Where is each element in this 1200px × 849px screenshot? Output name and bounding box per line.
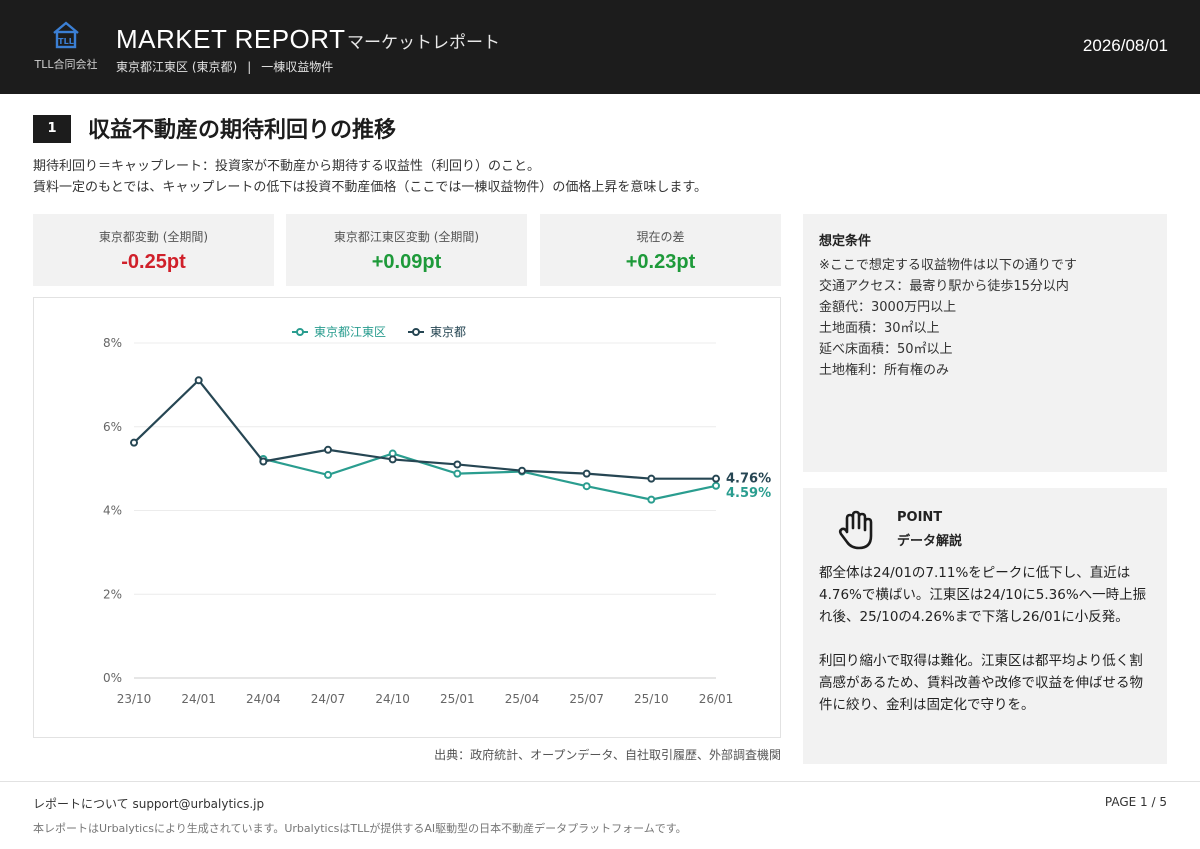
data-point	[324, 470, 332, 479]
x-tick-label: 24/04	[246, 692, 281, 706]
data-point	[259, 457, 268, 466]
conditions-panel: 想定条件 ※ここで想定する収益物件は以下の通りです 交通アクセス：最寄り駅から徒…	[803, 214, 1167, 472]
property-type-label: 一棟収益物件	[261, 60, 334, 74]
stat-value: +0.23pt	[625, 251, 696, 273]
point-panel: POINT データ解説 都全体は24/01の7.11%をピークに低下し、直近は4…	[803, 488, 1167, 764]
x-tick-label: 24/07	[311, 692, 346, 706]
line-chart: 0% 2% 4% 6% 8% 23/10 24/01 24/04 24/07 24/10 25/01…	[103, 325, 771, 706]
stat-card-diff: 現在の差 +0.23pt	[540, 214, 781, 286]
section-title: 収益不動産の期待利回りの推移	[88, 118, 397, 143]
data-point	[388, 455, 397, 464]
data-point	[712, 474, 720, 483]
section-number: 1	[33, 115, 71, 143]
company-logo: TLL TLL合同会社	[30, 20, 102, 72]
condition-line: 土地権利：所有権のみ	[819, 363, 950, 378]
stat-label: 現在の差	[636, 230, 685, 244]
report-date: 2026/08/01	[1082, 36, 1168, 55]
y-tick-label: 4%	[103, 504, 122, 518]
series-line	[133, 378, 716, 480]
stat-label: 東京都変動 (全期間)	[98, 230, 209, 244]
point-subtitle: データ解説	[897, 534, 963, 549]
report-title-jp: マーケットレポート	[347, 33, 500, 53]
condition-line: 土地面積：30㎡以上	[819, 321, 940, 336]
description-line: 期待利回り＝キャップレート：投資家が不動産から期待する収益性（利回り）のこと。	[33, 159, 541, 174]
stat-value: -0.25pt	[121, 251, 186, 273]
data-point	[518, 466, 526, 475]
y-tick-label: 0%	[103, 671, 122, 685]
legend-label: 東京都	[430, 325, 466, 339]
section-description: 期待利回り＝キャップレート：投資家が不動産から期待する収益性（利回り）のこと。 …	[33, 156, 707, 198]
stat-card-koto: 東京都江東区変動 (全期間) +0.09pt	[286, 214, 527, 286]
company-name: TLL合同会社	[34, 58, 98, 71]
x-tick-label: 25/01	[440, 692, 475, 706]
y-tick-label: 2%	[103, 587, 122, 601]
stat-card-tokyo: 東京都変動 (全期間) -0.25pt	[33, 214, 274, 286]
data-point	[453, 460, 462, 469]
footer-contact: レポートについて support@urbalytics.jp	[33, 797, 265, 811]
legend-marker	[412, 328, 420, 336]
x-tick-label: 23/10	[117, 692, 152, 706]
footer-note: 本レポートはUrbalyticsにより生成されています。UrbalyticsはT…	[33, 822, 687, 835]
x-tick-label: 25/10	[634, 692, 669, 706]
stat-label: 東京都江東区変動 (全期間)	[333, 230, 480, 244]
data-point	[453, 469, 462, 478]
hand-icon	[838, 510, 873, 550]
condition-line: 交通アクセス：最寄り駅から徒歩15分以内	[819, 279, 1069, 294]
house-logo-icon: TLL	[53, 21, 79, 49]
conditions-title: 想定条件	[819, 234, 872, 249]
data-point	[582, 482, 591, 491]
data-point	[130, 438, 138, 447]
data-point	[324, 445, 332, 454]
svg-text:TLL: TLL	[58, 37, 74, 46]
point-paragraph: 都全体は24/01の7.11%をピークに低下し、直近は4.76%で横ばい。江東区…	[819, 565, 1147, 625]
data-point	[712, 481, 720, 490]
condition-line: ※ここで想定する収益物件は以下の通りです	[819, 258, 1077, 273]
data-point	[582, 469, 591, 478]
data-point	[647, 495, 656, 504]
end-value-label: 4.76%	[726, 472, 771, 487]
subtitle-separator: |	[247, 60, 252, 74]
data-point	[194, 376, 203, 385]
point-paragraph: 利回り縮小で取得は難化。江東区は都平均より低く割高感があるため、賃料改善や改修で…	[819, 653, 1143, 713]
condition-line: 金額代：3000万円以上	[819, 300, 957, 315]
x-tick-label: 25/04	[505, 692, 540, 706]
data-point	[647, 474, 656, 483]
x-tick-label: 26/01	[699, 692, 734, 706]
footer-divider	[0, 781, 1200, 782]
report-header: TLL TLL合同会社 MARKET REPORT マーケットレポート 東京都江…	[0, 0, 1200, 94]
series-line	[263, 452, 717, 501]
location-label: 東京都江東区 (東京都)	[116, 60, 238, 74]
legend-label: 東京都江東区	[314, 325, 386, 339]
report-subtitle: 東京都江東区 (東京都) | 一棟収益物件	[116, 58, 333, 75]
x-tick-label: 25/07	[569, 692, 604, 706]
point-label: POINT	[897, 510, 943, 525]
source-note: 出典：政府統計、オープンデータ、自社取引履歴、外部調査機関	[434, 748, 781, 762]
report-title: MARKET REPORT	[116, 24, 346, 54]
point-header: POINT データ解説	[819, 504, 1151, 556]
end-value-label: 4.59%	[726, 486, 771, 501]
description-line: 賃料一定のもとでは、キャップレートの低下は投資不動産価格（ここでは一棟収益物件）…	[33, 180, 708, 195]
x-tick-label: 24/10	[375, 692, 410, 706]
stat-value: +0.09pt	[371, 251, 442, 273]
x-tick-label: 24/01	[181, 692, 216, 706]
y-tick-label: 6%	[103, 420, 122, 434]
page-indicator: PAGE 1 / 5	[1104, 795, 1167, 809]
y-tick-label: 8%	[103, 336, 122, 350]
condition-line: 延べ床面積：50㎡以上	[819, 342, 953, 357]
legend-marker	[296, 328, 304, 336]
point-body: 都全体は24/01の7.11%をピークに低下し、直近は4.76%で横ばい。江東区…	[819, 562, 1151, 716]
yield-chart: 0% 2% 4% 6% 8% 23/10 24/01 24/04 24/07 24/10 25/01…	[33, 297, 781, 738]
